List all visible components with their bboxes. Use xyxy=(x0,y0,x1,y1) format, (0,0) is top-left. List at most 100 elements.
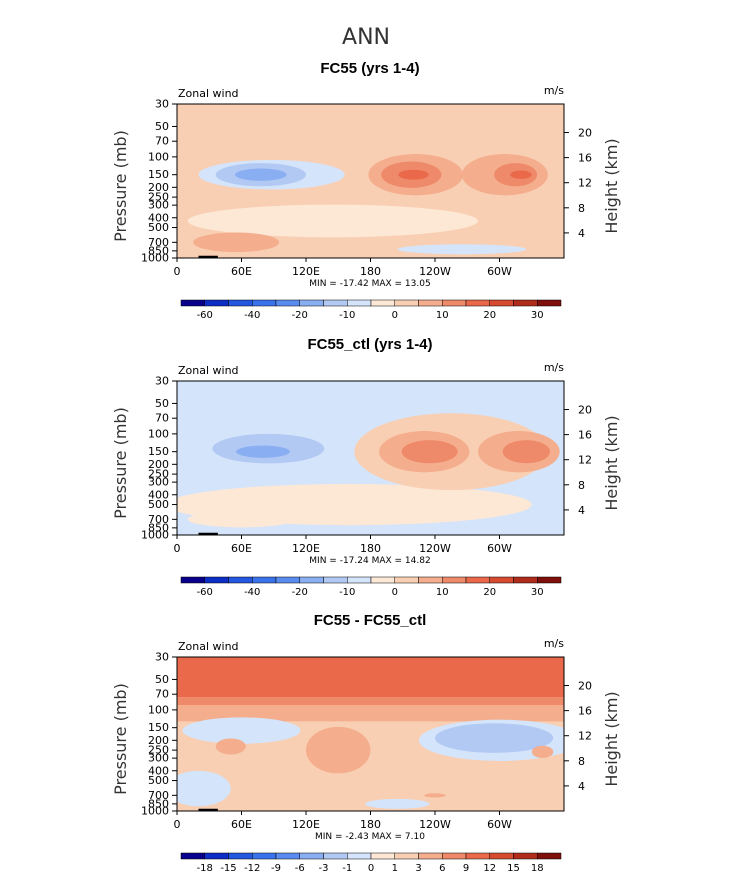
lon-tick-label: 180 xyxy=(360,265,381,278)
colorbar-swatch xyxy=(275,576,300,584)
field-contour-region xyxy=(435,723,554,753)
panel-3-minmax: MIN = -2.43 MAX = 7.10 xyxy=(315,832,425,842)
colorbar-swatch xyxy=(252,576,277,584)
height-tick-label: 8 xyxy=(578,479,585,492)
colorbar-swatch xyxy=(370,852,395,860)
panel-2-minmax: MIN = -17.24 MAX = 14.82 xyxy=(309,556,430,566)
colorbar-swatch xyxy=(228,299,253,307)
colorbar-swatch xyxy=(180,299,205,307)
colorbar-swatch xyxy=(204,299,229,307)
field-band xyxy=(177,705,564,722)
colorbar-swatch xyxy=(489,299,514,307)
colorbar-label: 18 xyxy=(531,863,544,872)
lon-tick-label: 60W xyxy=(487,818,512,831)
colorbar-swatch xyxy=(347,576,372,584)
field-contour-region xyxy=(236,445,290,458)
pressure-tick-label: 50 xyxy=(155,673,169,686)
colorbar-label: 0 xyxy=(392,587,398,598)
colorbar-swatch xyxy=(465,299,490,307)
pressure-tick-label: 700 xyxy=(148,789,169,802)
lon-tick-label: 120E xyxy=(292,542,320,555)
lon-tick-label: 0 xyxy=(174,818,181,831)
lon-tick-label: 60W xyxy=(487,265,512,278)
field-contour-region xyxy=(185,443,212,460)
colorbar-label: 6 xyxy=(439,863,445,872)
colorbar-swatch xyxy=(442,299,467,307)
colorbar-label: 10 xyxy=(436,310,449,321)
pressure-tick-label: 850 xyxy=(148,244,169,257)
pressure-tick-label: 300 xyxy=(148,752,169,765)
colorbar-swatch xyxy=(347,299,372,307)
height-tick-label: 16 xyxy=(578,152,592,165)
pressure-tick-label: 70 xyxy=(155,688,169,701)
pressure-tick-label: 850 xyxy=(148,521,169,534)
colorbar-swatch xyxy=(394,299,419,307)
panel-1-colorbar: -60 -40 -20 -10 0 10 20 30 xyxy=(180,299,562,321)
lon-tick-label: 180 xyxy=(360,818,381,831)
colorbar-swatch xyxy=(370,576,395,584)
pressure-tick-label: 300 xyxy=(148,199,169,212)
panel-3-field xyxy=(177,657,564,811)
panel-3-pressure-axis-label: Pressure (mb) xyxy=(111,683,130,795)
pressure-tick-label: 150 xyxy=(148,721,169,734)
colorbar-label: -1 xyxy=(342,863,352,872)
colorbar-swatch xyxy=(418,852,443,860)
lon-tick-label: 120E xyxy=(292,265,320,278)
colorbar-swatch xyxy=(228,852,253,860)
lon-tick-label: 180 xyxy=(360,542,381,555)
height-tick-label: 20 xyxy=(578,404,592,417)
pressure-tick-label: 30 xyxy=(155,98,169,111)
colorbar-swatch xyxy=(299,852,324,860)
colorbar-label: 20 xyxy=(483,310,496,321)
panel-2: FC55_ctl (yrs 1-4) Zonal wind m/s Pressu… xyxy=(111,336,621,598)
panel-2-title: FC55_ctl (yrs 1-4) xyxy=(307,336,432,353)
panel-1-minmax: MIN = -17.42 MAX = 13.05 xyxy=(309,279,430,289)
field-contour-region xyxy=(187,511,296,528)
field-contour-region xyxy=(187,204,478,238)
colorbar-label: -10 xyxy=(339,587,355,598)
field-band xyxy=(177,657,564,698)
panel-3-title: FC55 - FC55_ctl xyxy=(314,612,427,629)
panel-1-variable-label: Zonal wind xyxy=(178,87,239,100)
panel-2-height-axis-label: Height (km) xyxy=(602,415,621,510)
pressure-tick-label: 500 xyxy=(148,774,169,787)
colorbar-swatch xyxy=(323,299,348,307)
colorbar-swatch xyxy=(347,852,372,860)
colorbar-label: -40 xyxy=(244,310,260,321)
field-contour-region xyxy=(397,244,527,255)
height-tick-label: 4 xyxy=(578,780,585,793)
field-contour-region xyxy=(177,770,231,807)
colorbar-label: -6 xyxy=(295,863,305,872)
pressure-tick-label: 850 xyxy=(148,797,169,810)
height-tick-label: 4 xyxy=(578,227,585,240)
colorbar-swatch xyxy=(299,299,324,307)
colorbar-label: 20 xyxy=(483,587,496,598)
colorbar-swatch xyxy=(252,299,277,307)
height-tick-label: 20 xyxy=(578,127,592,140)
colorbar-label: -40 xyxy=(244,587,260,598)
pressure-tick-label: 70 xyxy=(155,412,169,425)
colorbar-swatch xyxy=(275,299,300,307)
colorbar-swatch xyxy=(394,576,419,584)
pressure-tick-label: 100 xyxy=(148,150,169,163)
field-contour-region xyxy=(193,232,280,253)
panel-1-field xyxy=(177,104,564,258)
colorbar-swatch xyxy=(418,299,443,307)
field-contour-region xyxy=(424,793,446,798)
colorbar-label: -20 xyxy=(292,310,308,321)
colorbar-swatch xyxy=(323,576,348,584)
colorbar-swatch xyxy=(489,852,514,860)
panel-1-pressure-axis-label: Pressure (mb) xyxy=(111,130,130,242)
colorbar-label: 9 xyxy=(463,863,469,872)
height-tick-label: 12 xyxy=(578,730,592,743)
pressure-tick-label: 400 xyxy=(148,488,169,501)
field-contour-region xyxy=(306,726,371,774)
colorbar-swatch xyxy=(537,852,562,860)
topography-highlands xyxy=(198,808,218,811)
panel-1: FC55 (yrs 1-4) Zonal wind m/s Pressure (… xyxy=(111,60,621,321)
height-tick-label: 4 xyxy=(578,504,585,517)
panel-3-colorbar: -18 -15 -12 -9 -6 -3 -1 0 1 3 6 9 12 15 18 xyxy=(180,852,562,872)
panel-2-field xyxy=(177,381,564,535)
height-tick-label: 20 xyxy=(578,680,592,693)
